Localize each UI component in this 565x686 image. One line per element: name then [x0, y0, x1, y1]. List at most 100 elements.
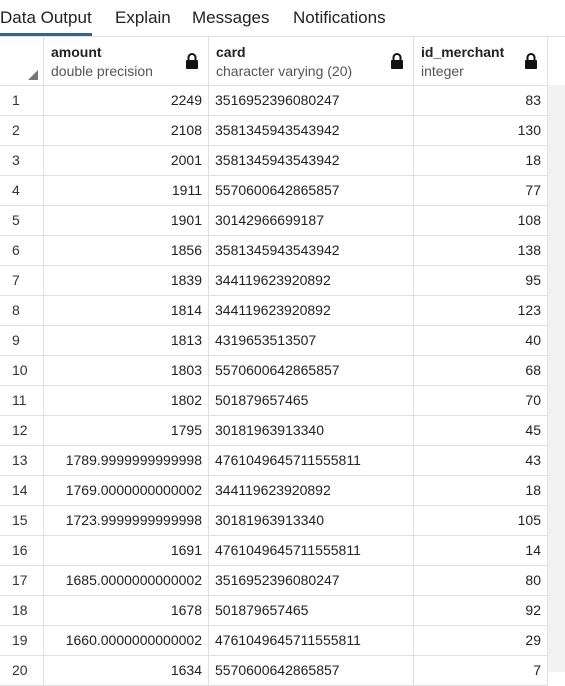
row-number[interactable]: 18 [0, 596, 44, 625]
cell-id-merchant[interactable]: 105 [414, 506, 548, 535]
cell-id-merchant[interactable]: 92 [414, 596, 548, 625]
table-row[interactable]: 13 1789.9999999999998 4761049645711555811 4… [0, 446, 548, 476]
cell-card[interactable]: 344119623920892 [209, 266, 414, 295]
column-header-amount[interactable]: amount double precision [44, 37, 209, 85]
cell-amount[interactable]: 1803 [44, 356, 209, 385]
cell-card[interactable]: 3516952396080247 [209, 86, 414, 115]
table-row[interactable]: 3 2001 3581345943543942 18 [0, 146, 548, 176]
table-row[interactable]: 20 1634 5570600642865857 7 [0, 656, 548, 686]
row-number[interactable]: 13 [0, 446, 44, 475]
cell-card[interactable]: 344119623920892 [209, 296, 414, 325]
row-number[interactable]: 10 [0, 356, 44, 385]
cell-card[interactable]: 3516952396080247 [209, 566, 414, 595]
vertical-scrollbar[interactable] [548, 85, 565, 672]
cell-card[interactable]: 4761049645711555811 [209, 446, 414, 475]
cell-id-merchant[interactable]: 18 [414, 476, 548, 505]
cell-card[interactable]: 4761049645711555811 [209, 626, 414, 655]
cell-id-merchant[interactable]: 123 [414, 296, 548, 325]
cell-amount[interactable]: 1911 [44, 176, 209, 205]
cell-id-merchant[interactable]: 40 [414, 326, 548, 355]
table-row[interactable]: 8 1814 344119623920892 123 [0, 296, 548, 326]
cell-amount[interactable]: 1802 [44, 386, 209, 415]
cell-id-merchant[interactable]: 43 [414, 446, 548, 475]
table-row[interactable]: 9 1813 4319653513507 40 [0, 326, 548, 356]
row-number[interactable]: 3 [0, 146, 44, 175]
table-row[interactable]: 17 1685.0000000000002 3516952396080247 80 [0, 566, 548, 596]
row-number[interactable]: 1 [0, 86, 44, 115]
row-number[interactable]: 8 [0, 296, 44, 325]
row-number[interactable]: 16 [0, 536, 44, 565]
table-row[interactable]: 19 1660.0000000000002 4761049645711555811 2… [0, 626, 548, 656]
cell-amount[interactable]: 2001 [44, 146, 209, 175]
table-row[interactable]: 7 1839 344119623920892 95 [0, 266, 548, 296]
cell-amount[interactable]: 1839 [44, 266, 209, 295]
cell-amount[interactable]: 1856 [44, 236, 209, 265]
row-number[interactable]: 4 [0, 176, 44, 205]
cell-card[interactable]: 30181963913340 [209, 506, 414, 535]
cell-id-merchant[interactable]: 80 [414, 566, 548, 595]
cell-id-merchant[interactable]: 18 [414, 146, 548, 175]
cell-amount[interactable]: 1691 [44, 536, 209, 565]
cell-amount[interactable]: 1678 [44, 596, 209, 625]
cell-amount[interactable]: 2249 [44, 86, 209, 115]
cell-card[interactable]: 344119623920892 [209, 476, 414, 505]
row-number[interactable]: 20 [0, 656, 44, 685]
tab-data-output[interactable]: Data Output [0, 0, 92, 36]
row-number[interactable]: 6 [0, 236, 44, 265]
cell-id-merchant[interactable]: 83 [414, 86, 548, 115]
cell-id-merchant[interactable]: 14 [414, 536, 548, 565]
row-number[interactable]: 15 [0, 506, 44, 535]
table-row[interactable]: 11 1802 501879657465 70 [0, 386, 548, 416]
cell-card[interactable]: 30142966699187 [209, 206, 414, 235]
row-number[interactable]: 19 [0, 626, 44, 655]
cell-card[interactable]: 4319653513507 [209, 326, 414, 355]
cell-card[interactable]: 5570600642865857 [209, 176, 414, 205]
table-row[interactable]: 1 2249 3516952396080247 83 [0, 86, 548, 116]
column-header-card[interactable]: card character varying (20) [209, 37, 414, 85]
cell-amount[interactable]: 1660.0000000000002 [44, 626, 209, 655]
table-row[interactable]: 2 2108 3581345943543942 130 [0, 116, 548, 146]
row-number[interactable]: 7 [0, 266, 44, 295]
cell-amount[interactable]: 1789.9999999999998 [44, 446, 209, 475]
cell-id-merchant[interactable]: 7 [414, 656, 548, 685]
table-row[interactable]: 15 1723.9999999999998 30181963913340 105 [0, 506, 548, 536]
cell-amount[interactable]: 2108 [44, 116, 209, 145]
tab-notifications[interactable]: Notifications [293, 8, 386, 27]
cell-amount[interactable]: 1723.9999999999998 [44, 506, 209, 535]
cell-card[interactable]: 501879657465 [209, 596, 414, 625]
cell-card[interactable]: 3581345943543942 [209, 146, 414, 175]
cell-id-merchant[interactable]: 138 [414, 236, 548, 265]
table-row[interactable]: 5 1901 30142966699187 108 [0, 206, 548, 236]
cell-id-merchant[interactable]: 45 [414, 416, 548, 445]
cell-id-merchant[interactable]: 70 [414, 386, 548, 415]
cell-card[interactable]: 4761049645711555811 [209, 536, 414, 565]
cell-card[interactable]: 5570600642865857 [209, 356, 414, 385]
cell-card[interactable]: 3581345943543942 [209, 116, 414, 145]
table-row[interactable]: 14 1769.0000000000002 344119623920892 18 [0, 476, 548, 506]
row-number[interactable]: 14 [0, 476, 44, 505]
table-row[interactable]: 12 1795 30181963913340 45 [0, 416, 548, 446]
cell-card[interactable]: 5570600642865857 [209, 656, 414, 685]
cell-card[interactable]: 30181963913340 [209, 416, 414, 445]
cell-id-merchant[interactable]: 29 [414, 626, 548, 655]
tab-messages[interactable]: Messages [192, 8, 270, 27]
column-header-id-merchant[interactable]: id_merchant integer [414, 37, 548, 85]
row-number[interactable]: 17 [0, 566, 44, 595]
table-row[interactable]: 6 1856 3581345943543942 138 [0, 236, 548, 266]
row-number[interactable]: 11 [0, 386, 44, 415]
table-row[interactable]: 4 1911 5570600642865857 77 [0, 176, 548, 206]
cell-id-merchant[interactable]: 68 [414, 356, 548, 385]
cell-card[interactable]: 3581345943543942 [209, 236, 414, 265]
cell-id-merchant[interactable]: 77 [414, 176, 548, 205]
cell-amount[interactable]: 1813 [44, 326, 209, 355]
cell-id-merchant[interactable]: 95 [414, 266, 548, 295]
cell-amount[interactable]: 1814 [44, 296, 209, 325]
cell-amount[interactable]: 1685.0000000000002 [44, 566, 209, 595]
cell-id-merchant[interactable]: 108 [414, 206, 548, 235]
cell-card[interactable]: 501879657465 [209, 386, 414, 415]
row-number[interactable]: 5 [0, 206, 44, 235]
cell-amount[interactable]: 1634 [44, 656, 209, 685]
cell-amount[interactable]: 1795 [44, 416, 209, 445]
table-row[interactable]: 16 1691 4761049645711555811 14 [0, 536, 548, 566]
row-number[interactable]: 12 [0, 416, 44, 445]
